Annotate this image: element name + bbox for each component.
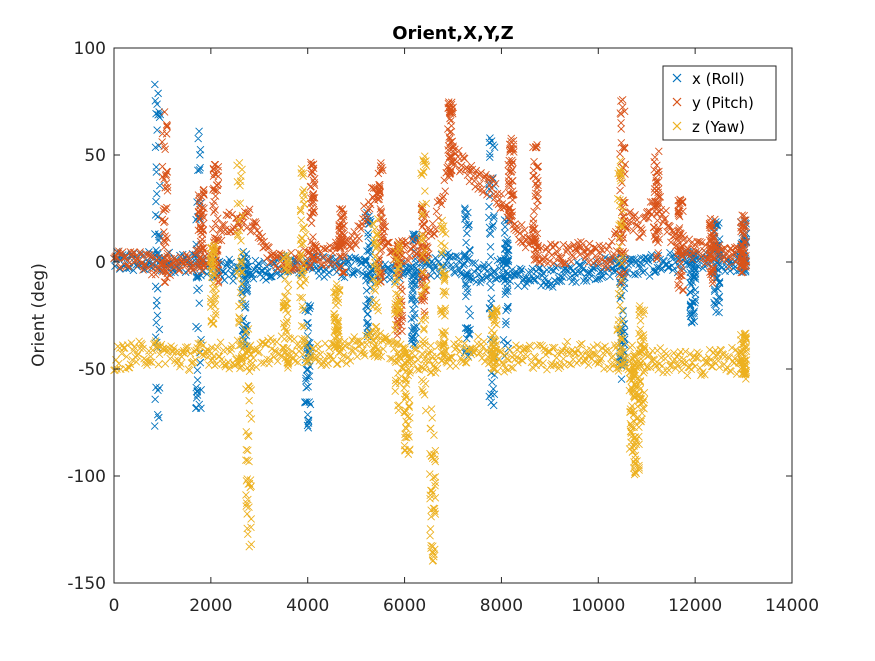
legend-box [662,65,777,141]
legend: x (Roll) y (Pitch) z (Yaw) [662,65,777,141]
chart-title: Orient,X,Y,Z [392,23,513,44]
x-tick-label: 14000 [765,596,819,616]
x-tick-label: 2000 [189,596,232,616]
legend-marker-yaw [672,121,682,131]
y-tick-label: -50 [78,360,106,380]
y-tick-label: 50 [84,146,106,166]
y-tick-label: 0 [95,253,106,273]
y-tick-label: -100 [67,467,106,487]
x-tick-label: 6000 [383,596,426,616]
ticks-layer: 0 2000 4000 6000 8000 10000 12000 14000 100 50 0 -5… [67,39,819,616]
legend-marker-pitch [672,97,682,107]
x-tick-label: 8000 [480,596,523,616]
legend-label-pitch: y (Pitch) [692,94,754,112]
x-tick-label: 0 [109,596,120,616]
y-tick-label: -150 [67,574,106,594]
x-tick-label: 12000 [668,596,722,616]
legend-marker-roll [672,73,682,83]
legend-label-yaw: z (Yaw) [692,118,745,136]
y-axis-label: Orient (deg) [29,263,49,367]
y-tick-label: 100 [74,39,106,59]
x-tick-label: 4000 [286,596,329,616]
x-tick-label: 10000 [571,596,625,616]
axes-box [113,47,793,584]
series-layer [110,80,751,565]
legend-label-roll: x (Roll) [692,70,745,88]
